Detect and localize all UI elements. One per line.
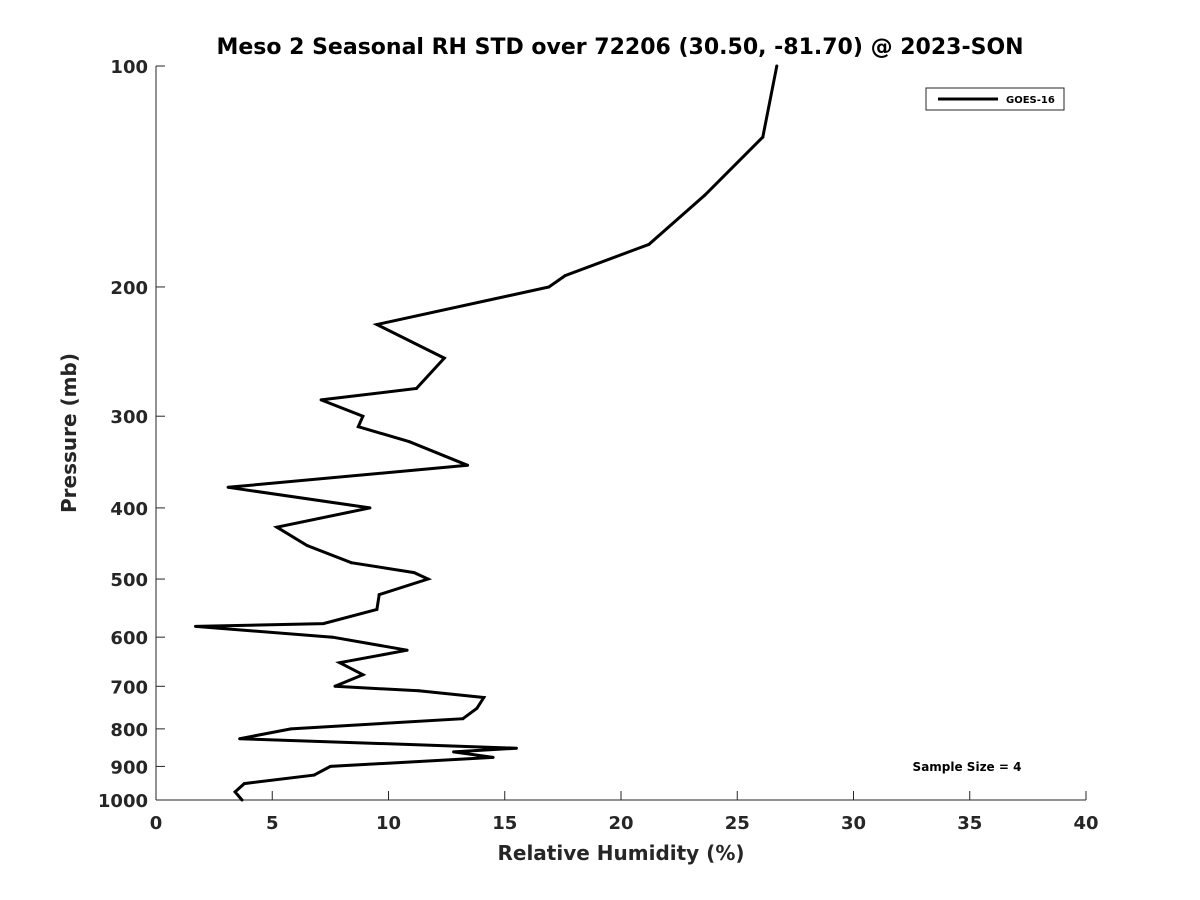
data-point: [356, 425, 360, 429]
data-point: [405, 648, 409, 652]
data-point: [482, 696, 486, 699]
data-point: [242, 782, 246, 786]
data-point: [331, 635, 335, 639]
data-point: [417, 689, 421, 693]
data-point: [361, 414, 365, 418]
x-tick-label: 40: [1073, 813, 1098, 834]
data-point: [233, 790, 237, 794]
y-tick-label: 300: [110, 407, 148, 428]
data-point: [442, 356, 446, 360]
data-point: [312, 773, 316, 777]
x-tick-label: 0: [150, 813, 163, 834]
data-point: [563, 274, 567, 278]
data-point: [319, 398, 323, 402]
x-tick-label: 5: [266, 813, 279, 834]
data-point: [275, 525, 279, 529]
data-point: [361, 673, 365, 677]
data-point: [703, 193, 707, 197]
y-axis-label: Pressure (mb): [57, 353, 81, 513]
y-tick-label: 100: [110, 57, 148, 78]
y-tick-label: 900: [110, 757, 148, 778]
data-point: [547, 285, 551, 289]
y-tick-label: 800: [110, 720, 148, 741]
data-point: [240, 798, 244, 802]
data-point: [452, 750, 456, 754]
data-point: [414, 387, 418, 390]
y-tick-label: 200: [110, 278, 148, 299]
data-point: [375, 323, 379, 326]
y-tick-label: 700: [110, 677, 148, 698]
x-tick-label: 25: [725, 813, 750, 834]
data-point: [461, 717, 465, 721]
y-tick-label: 400: [110, 499, 148, 520]
data-point: [491, 755, 495, 759]
x-tick-label: 30: [841, 813, 866, 834]
data-point: [305, 544, 309, 547]
x-tick-label: 10: [376, 813, 401, 834]
data-point: [226, 485, 230, 489]
x-tick-label: 15: [492, 813, 517, 834]
data-point: [349, 561, 353, 565]
data-point: [412, 571, 416, 575]
data-point: [377, 593, 381, 597]
y-tick-label: 600: [110, 628, 148, 649]
legend-label-goes-16: GOES-16: [1006, 95, 1055, 106]
x-tick-label: 20: [608, 813, 633, 834]
data-point: [647, 242, 651, 246]
chart-title: Meso 2 Seasonal RH STD over 72206 (30.50…: [216, 35, 1023, 60]
data-point: [338, 661, 342, 665]
data-point: [333, 684, 337, 688]
data-point: [375, 607, 379, 611]
data-point: [328, 764, 332, 768]
series-line-goes-16: [195, 65, 779, 801]
series-layer: [194, 64, 779, 802]
x-axis-label: Relative Humidity (%): [497, 841, 744, 865]
data-point: [775, 64, 779, 68]
x-tick-label: 35: [957, 813, 982, 834]
data-point: [238, 737, 242, 741]
data-point: [289, 727, 293, 731]
data-point: [368, 506, 372, 510]
x-ticks: 0 5 10 15 20 25 30 35 40: [150, 791, 1099, 834]
data-point: [321, 622, 325, 626]
sample-size-annotation: Sample Size = 4: [913, 760, 1022, 774]
legend: GOES-16: [925, 87, 1065, 111]
data-point: [514, 746, 518, 750]
data-point: [194, 624, 197, 628]
data-point: [466, 463, 470, 467]
data-point: [426, 577, 430, 581]
y-tick-label: 500: [110, 570, 148, 591]
y-tick-label: 1000: [98, 791, 148, 812]
data-point: [761, 135, 765, 139]
y-ticks: 100 200 300 400 500 600 700 800 900 1000: [98, 57, 165, 812]
data-point: [475, 706, 479, 710]
data-point: [407, 440, 411, 444]
